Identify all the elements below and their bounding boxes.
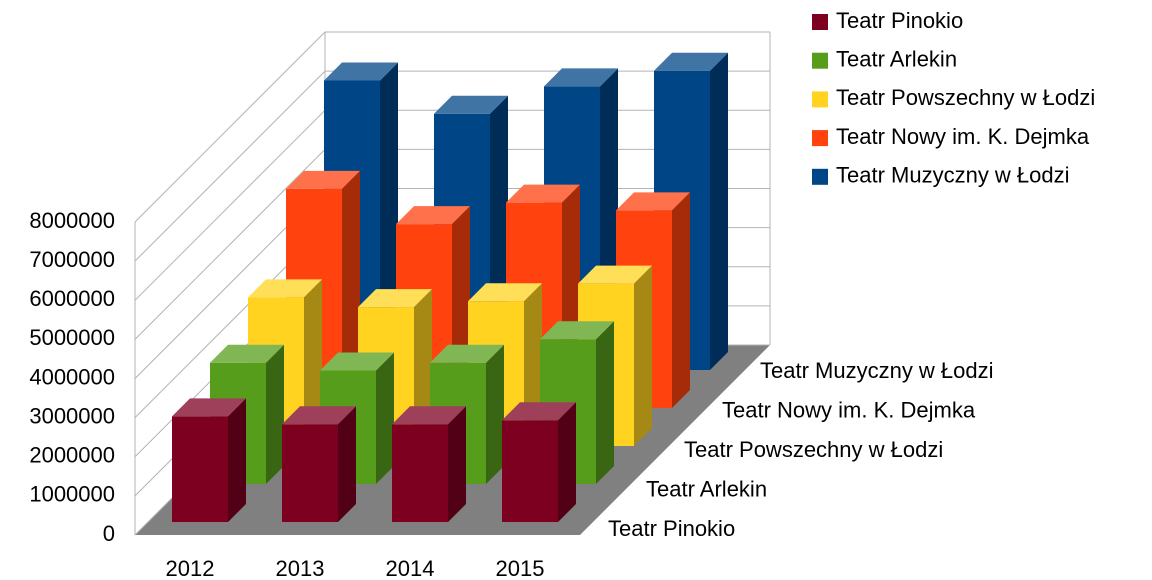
x-tick-label: 2012 <box>166 556 215 580</box>
bar-side <box>304 279 322 446</box>
bar-top <box>320 352 394 371</box>
bar-side <box>228 398 246 522</box>
bar-top <box>358 289 432 308</box>
legend-swatch <box>812 14 828 30</box>
y-tick-label: 2000000 <box>29 443 115 468</box>
y-tick-label: 6000000 <box>29 286 115 311</box>
bar-top <box>210 344 284 363</box>
bar-side <box>266 344 284 484</box>
bar-top <box>544 68 618 87</box>
bar-side <box>558 402 576 522</box>
legend-swatch <box>812 52 828 69</box>
bar-side <box>634 265 652 446</box>
y-tick-label: 1000000 <box>29 482 115 507</box>
bar-top <box>540 321 614 340</box>
y-tick-label: 0 <box>103 521 115 546</box>
legend-swatch <box>812 130 828 147</box>
depth-label: Teatr Muzyczny w Łodzi <box>760 358 994 383</box>
bar-side <box>596 321 614 484</box>
grid-line <box>134 31 770 223</box>
bar-front <box>392 424 448 522</box>
legend-swatch <box>812 168 828 185</box>
bar-top <box>502 402 576 421</box>
legend-label: Teatr Muzyczny w Łodzi <box>836 163 1070 188</box>
y-tick-label: 5000000 <box>29 325 115 350</box>
legend-label: Teatr Arlekin <box>836 47 957 72</box>
bar-top <box>578 265 652 284</box>
bar-top <box>324 62 398 81</box>
depth-label: Teatr Nowy im. K. Dejmka <box>722 397 976 422</box>
depth-label: Teatr Pinokio <box>608 516 735 541</box>
depth-label: Teatr Powszechny w Łodzi <box>684 437 943 462</box>
bar-side <box>672 192 690 408</box>
bar-top <box>392 406 466 425</box>
bar-top <box>434 95 508 114</box>
legend-label: Teatr Powszechny w Łodzi <box>836 85 1095 110</box>
y-tick-label: 8000000 <box>29 208 115 233</box>
bar-side <box>376 352 394 484</box>
legend-label: Teatr Nowy im. K. Dejmka <box>836 124 1090 149</box>
y-tick-label: 4000000 <box>29 364 115 389</box>
bar-side <box>448 406 466 522</box>
bar-side <box>342 170 360 408</box>
bar-front <box>502 420 558 522</box>
bar-top <box>172 398 246 417</box>
bar <box>392 406 466 522</box>
bar <box>172 398 246 522</box>
bar-side <box>486 344 504 484</box>
y-tick-label: 3000000 <box>29 403 115 428</box>
bar-top <box>248 279 322 298</box>
bar-side <box>338 406 356 522</box>
bar-top <box>286 170 360 189</box>
legend-label: Teatr Pinokio <box>836 8 963 33</box>
bar-top <box>506 184 580 203</box>
legend-swatch <box>812 91 828 108</box>
bar-top <box>654 52 728 71</box>
bar-front <box>172 416 228 522</box>
bar <box>502 402 576 522</box>
bar-side <box>710 52 728 370</box>
x-tick-label: 2013 <box>276 556 325 580</box>
bar <box>282 406 356 522</box>
bar-top <box>396 206 470 225</box>
y-tick-label: 7000000 <box>29 247 115 272</box>
grid-line <box>134 70 770 262</box>
bar-top <box>616 192 690 211</box>
x-tick-label: 2014 <box>386 556 435 580</box>
x-tick-label: 2015 <box>496 556 545 580</box>
bar-top <box>468 283 542 302</box>
bar-front <box>282 424 338 522</box>
bar-top <box>282 406 356 425</box>
depth-label: Teatr Arlekin <box>646 476 767 501</box>
bar-top <box>430 344 504 363</box>
